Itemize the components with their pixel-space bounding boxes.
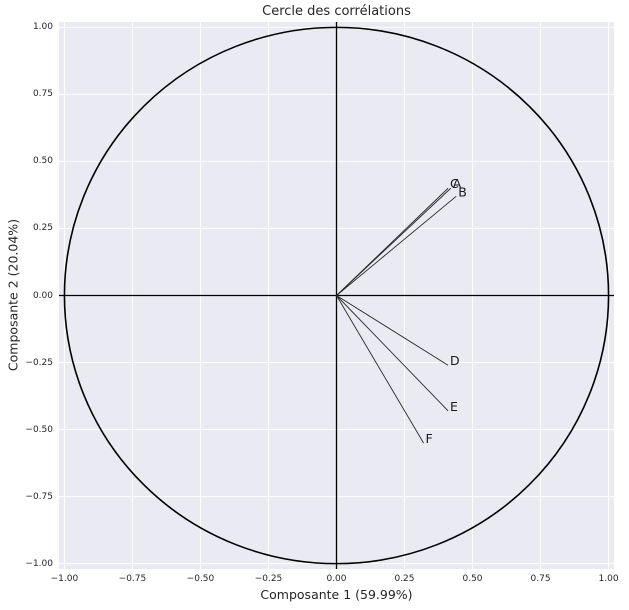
vector-label-B: B xyxy=(458,184,467,199)
x-tick-label: 0.50 xyxy=(462,574,483,584)
x-tick-label: −0.25 xyxy=(254,574,283,584)
vector-line-D xyxy=(336,295,449,366)
vector-line-F xyxy=(336,295,424,444)
vector-label-C: C xyxy=(450,176,459,191)
x-tick-label: 0.00 xyxy=(326,574,347,584)
y-tick-label: −0.50 xyxy=(25,424,53,435)
y-tick-label: 1.00 xyxy=(32,22,53,33)
vector-line-C xyxy=(336,187,449,296)
x-axis-label: Composante 1 (59.99%) xyxy=(260,587,413,602)
x-tick-label: 1.00 xyxy=(598,574,619,584)
vector-label-D: D xyxy=(450,353,460,368)
y-axis-label: Composante 2 (20.04%) xyxy=(5,218,21,372)
vector-label-A: A xyxy=(453,176,462,191)
y-tick-label: −0.75 xyxy=(25,491,53,502)
vector-label-F: F xyxy=(426,431,433,446)
y-tick-label: −1.00 xyxy=(25,558,53,569)
chart-title: Cercle des corrélations xyxy=(262,4,411,19)
correlation-circle xyxy=(63,26,610,565)
x-tick-label: −0.75 xyxy=(118,574,147,584)
x-tick-label: −0.50 xyxy=(186,574,215,584)
x-tick-label: 0.75 xyxy=(530,574,551,584)
vector-line-E xyxy=(336,295,449,412)
vector-label-E: E xyxy=(450,399,458,414)
y-tick-label: −0.25 xyxy=(25,357,53,368)
plot-canvas: ABC D E F xyxy=(59,22,614,569)
x-tick-label: −1.00 xyxy=(50,574,79,584)
y-tick-label: 0.75 xyxy=(32,89,53,100)
y-tick-label: 0.50 xyxy=(32,156,53,167)
vector-line-B xyxy=(336,195,457,296)
y-tick-label: 0.25 xyxy=(32,223,53,234)
y-tick-label: 0.00 xyxy=(32,290,53,301)
x-tick-label: 0.25 xyxy=(394,574,415,584)
